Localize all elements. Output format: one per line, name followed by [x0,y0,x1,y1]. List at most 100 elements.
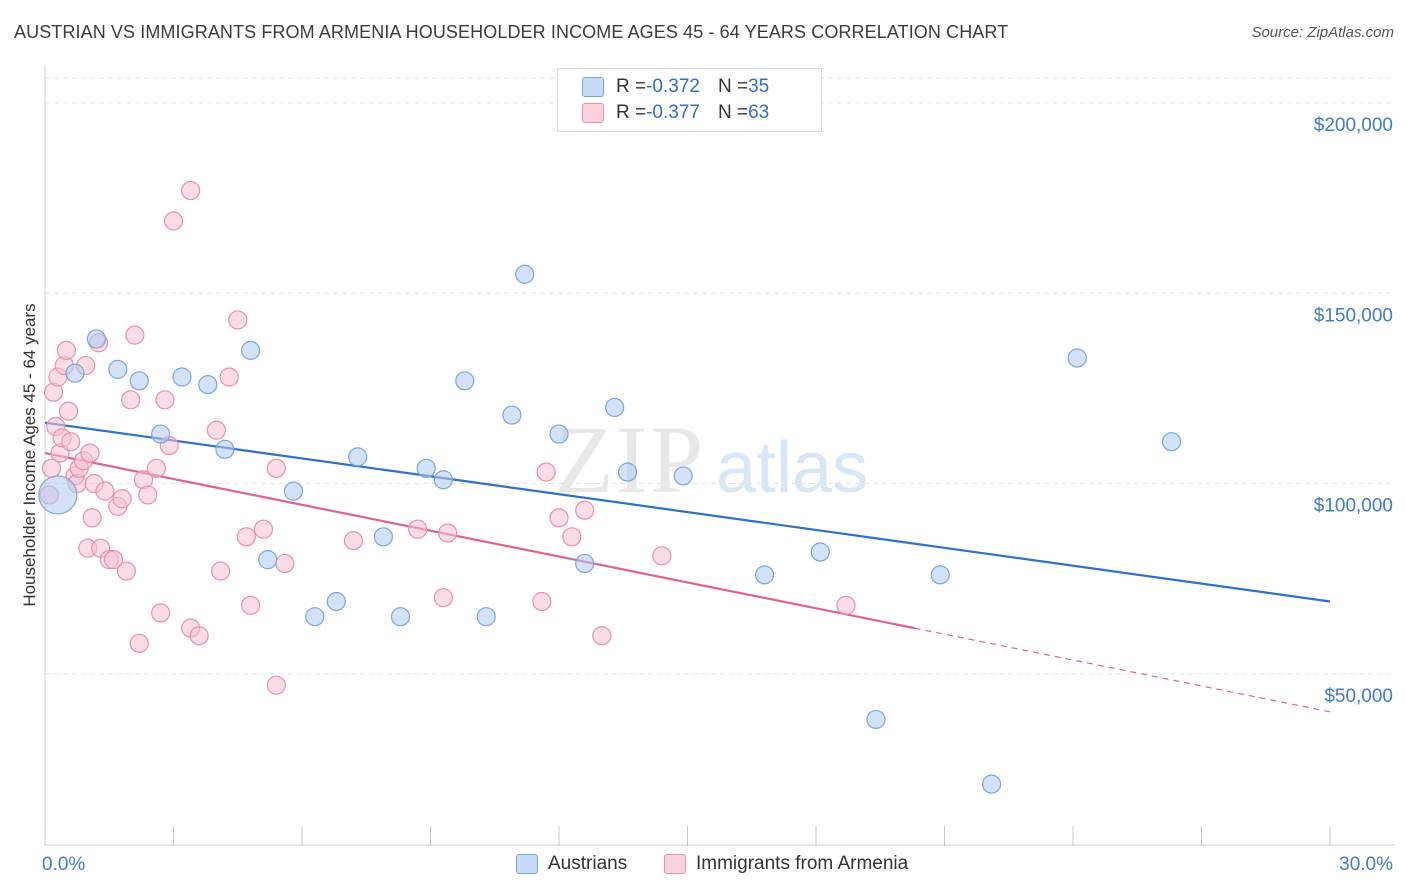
armenia-point [241,595,261,615]
armenia-point [95,481,115,501]
legend-n-label: N = [717,76,749,97]
austrians-point [373,527,393,547]
austrians-point [283,481,304,501]
austrians-trend-line [44,421,1331,603]
austrians-point [416,458,436,478]
y-tick-label: $50,000 [1324,686,1393,707]
armenia-point [129,633,149,653]
armenia-point [151,603,171,623]
x-tick-label: 0.0% [42,854,85,875]
austrians-point [108,359,128,379]
austrians-point [241,340,261,360]
armenia-point [61,432,81,452]
armenia-point [155,390,175,410]
grid-layer [45,77,1395,675]
armenia-point [121,390,141,410]
armenia-point [211,561,231,581]
austrians-point [1161,432,1182,452]
armenia-point [189,626,209,646]
austrians-point [172,367,192,387]
austrians-point [1067,348,1087,368]
bottom-legend-swatch-austrians [516,854,538,874]
legend-box: R = -0.372 N = 35 R = -0.377 N = 63 [557,68,822,132]
austrians-point [605,397,625,418]
austrians-point [515,264,535,284]
armenia-point [275,553,295,574]
armenia-point [536,462,556,482]
austrians-point [198,375,218,395]
legend-r-value-austrians: -0.372 [646,76,700,97]
austrians-point [151,424,171,444]
austrians-point [502,405,522,425]
austrians-point [575,553,595,574]
armenia-point [56,340,77,360]
source-label: Source: ZipAtlas.com [1251,24,1394,41]
y-tick-label: $150,000 [1314,305,1393,326]
y-tick-label: $200,000 [1314,115,1393,136]
chart-title: AUSTRIAN VS IMMIGRANTS FROM ARMENIA HOUS… [14,22,1009,42]
armenia-trend-line [44,452,915,630]
bottom-legend-label-austrians: Austrians [548,853,628,874]
armenia-point [80,443,100,463]
austrians-point [86,329,107,349]
armenia-point [112,489,132,509]
legend-r-label: R = [616,102,647,123]
armenia-point [532,591,552,612]
austrians-point [866,709,886,730]
austrians-point [617,462,638,482]
legend-row-austrians: R = -0.372 N = 35 [582,75,769,99]
armenia-point [41,458,62,478]
bottom-legend-swatch-armenia [664,854,686,874]
armenia-point [253,519,274,539]
x-tick-label: 30.0% [1339,854,1393,875]
austrians-point [476,607,496,627]
armenia-point [82,508,102,528]
trend-layer [44,421,1331,713]
armenia-point [549,508,569,528]
y-axis-label: Householder Income Ages 45 - 64 years [20,303,39,606]
austrians-point [810,542,830,562]
legend-swatch-armenia [582,103,604,123]
armenia-point [146,458,166,478]
armenia-point [575,500,595,520]
legend-r-value-armenia: -0.377 [646,102,700,123]
austrians-point [258,550,278,570]
armenia-point [138,485,158,505]
points-layer [38,180,1182,794]
label-layer: $50,000 $100,000 $150,000 $200,000 0.0% 30.0% [42,115,1393,875]
legend-row-armenia: R = -0.377 N = 63 [582,101,769,125]
armenia-point [562,527,582,547]
armenia-point [236,527,256,547]
austrians-point [215,439,235,459]
armenia-point [228,310,248,330]
legend-n-value-austrians: 35 [748,76,770,97]
bottom-legend-armenia: Immigrants from Armenia [664,852,908,876]
armenia-point [116,561,136,581]
austrians-point [433,470,453,490]
legend-n-label: N = [717,102,749,123]
armenia-point [266,675,286,695]
legend-r-label: R = [616,76,647,97]
armenia-point [408,519,428,539]
armenia-point [219,367,239,387]
armenia-point [592,626,612,646]
armenia-point [836,595,856,615]
armenia-point [652,546,672,566]
armenia-point [163,211,184,231]
armenia-point [438,523,458,543]
austrians-point [305,607,325,627]
austrians-point [549,424,569,444]
austrians-point [982,774,1002,794]
austrians-point [673,466,693,486]
austrians-point [129,371,149,391]
bottom-legend-austrians: Austrians [516,852,627,876]
austrians-point [38,475,78,515]
austrians-point [65,363,85,383]
armenia-point [206,420,226,440]
armenia-point [181,180,201,201]
axis-layer [44,65,1395,846]
austrians-point [455,371,475,391]
armenia-point [266,458,286,478]
legend-n-value-armenia: 63 [748,102,770,123]
